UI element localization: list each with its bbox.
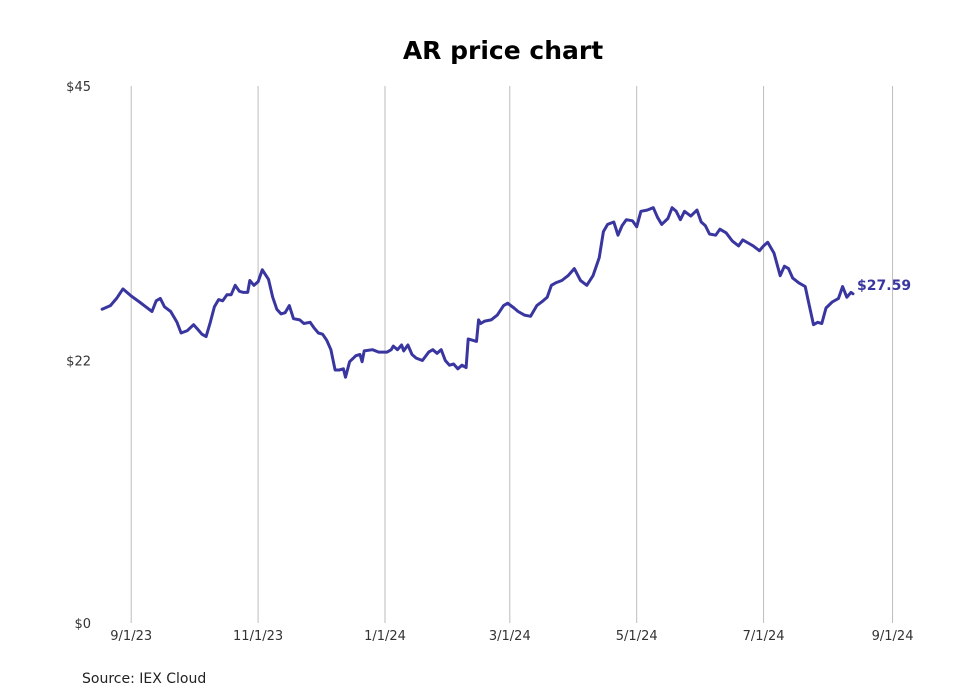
x-tick-label: 7/1/24: [743, 629, 785, 644]
chart-title: AR price chart: [403, 36, 603, 65]
x-tick-label: 5/1/24: [616, 629, 658, 644]
price-line: [100, 206, 855, 379]
x-tick-label: 3/1/24: [489, 629, 531, 644]
y-axis: $0 $22 $45: [66, 80, 91, 632]
last-price-label: $27.59: [857, 278, 911, 294]
x-tick-label: 9/1/23: [110, 629, 152, 644]
source-note: Source: IEX Cloud: [82, 671, 206, 687]
x-tick-label: 11/1/23: [233, 629, 283, 644]
x-tick-label: 1/1/24: [364, 629, 406, 644]
x-axis: 9/1/23 11/1/23 1/1/24 3/1/24 5/1/24 7/1/24 9/1…: [110, 629, 913, 644]
x-tick-label: 9/1/24: [872, 629, 914, 644]
y-tick-label: $0: [74, 617, 91, 632]
gridlines: [130, 86, 894, 623]
y-tick-label: $45: [66, 80, 91, 95]
y-tick-label: $22: [66, 354, 91, 369]
